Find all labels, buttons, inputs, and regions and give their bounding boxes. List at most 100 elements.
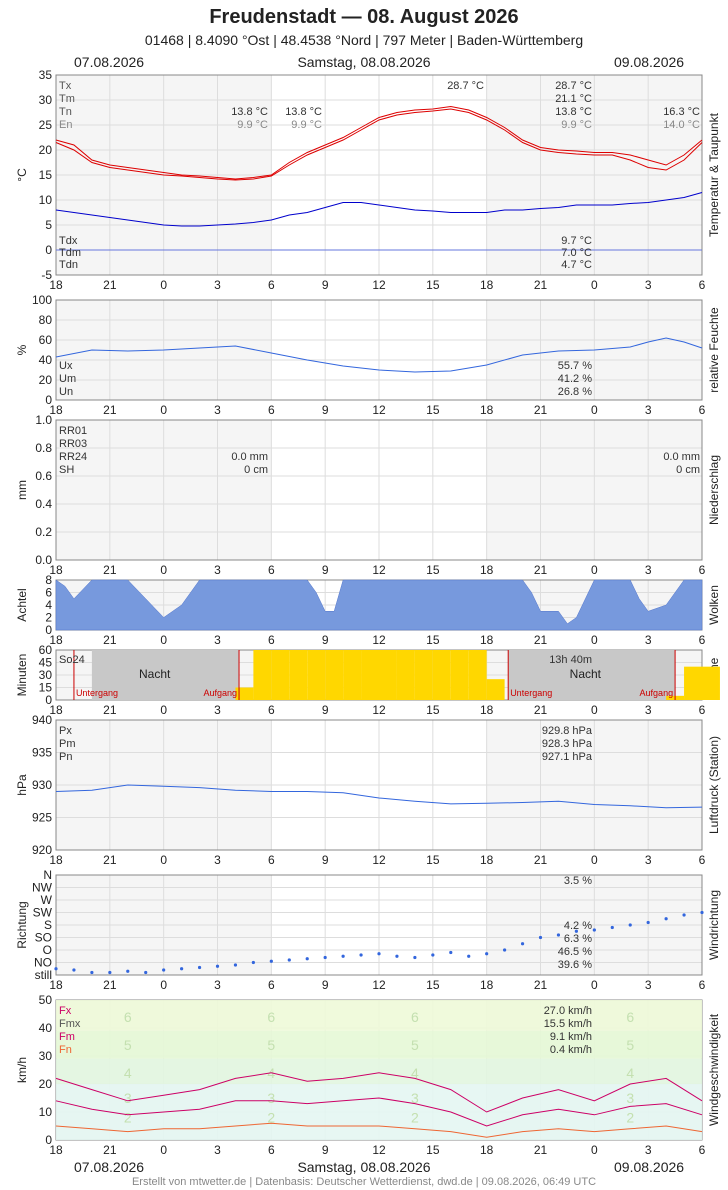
y-axis-label: Minuten (15, 654, 29, 697)
x-tick-label: 18 (49, 403, 63, 417)
direction-point (556, 933, 561, 937)
y-axis-label: Richtung (15, 901, 29, 948)
sun-bar (414, 650, 433, 700)
y-tick-label: N (43, 868, 52, 882)
x-tick-label: 3 (645, 563, 652, 577)
x-tick-label: 0 (591, 278, 598, 292)
annotation-text: 28.7 °C (555, 80, 592, 92)
y-axis-label: °C (15, 168, 29, 182)
x-tick-label: 18 (49, 1143, 63, 1157)
x-tick-label: 12 (372, 403, 386, 417)
x-tick-label: 18 (49, 563, 63, 577)
x-tick-label: 3 (645, 403, 652, 417)
series-line-fx (55, 1072, 703, 1113)
annotation-text: 26.8 % (558, 386, 592, 398)
x-tick-label: 0 (591, 563, 598, 577)
y-tick-label: 0 (45, 393, 52, 407)
x-tick-label: 6 (268, 403, 275, 417)
x-tick-label: 15 (426, 853, 440, 867)
beaufort-label: 5 (411, 1037, 419, 1053)
night-band (91, 650, 240, 700)
legend-entry: Fx (59, 1005, 72, 1017)
direction-point (503, 948, 507, 952)
beaufort-label: 6 (626, 1009, 634, 1025)
x-tick-label: 6 (268, 1143, 275, 1157)
date-left: 07.08.2026 (74, 54, 145, 70)
sun-bar (289, 650, 308, 700)
x-tick-label: 12 (372, 1143, 386, 1157)
date-right: 09.08.2026 (614, 54, 685, 70)
y-tick-label: 20 (39, 1077, 53, 1091)
legend-entry: RR24 (59, 451, 87, 463)
x-tick-label: 12 (372, 278, 386, 292)
y-tick-label: 1.0 (35, 413, 52, 427)
direction-point (413, 955, 417, 960)
direction-point (90, 970, 94, 975)
x-tick-label: 3 (214, 403, 221, 417)
sunrise-label: Aufgang (204, 688, 238, 698)
beaufort-label: 6 (411, 1009, 419, 1025)
annotation-text: 55.7 % (558, 360, 592, 372)
y-tick-label: SO (35, 931, 52, 945)
x-tick-label: 6 (699, 853, 706, 867)
direction-point (520, 942, 525, 946)
sunrise-label: Aufgang (640, 688, 674, 698)
x-tick-label: 0 (591, 633, 598, 647)
x-tick-label: 6 (699, 633, 706, 647)
annotation-text: 14.0 °C (663, 119, 700, 131)
x-tick-label: 3 (645, 703, 652, 717)
x-tick-label: 6 (699, 563, 706, 577)
annotation-text: 7.0 °C (561, 247, 592, 259)
side-label: Windrichtung (707, 890, 721, 960)
y-tick-label: 10 (39, 193, 53, 207)
y-tick-label: 4 (45, 598, 52, 612)
x-tick-label: 0 (160, 633, 167, 647)
legend-entry: Px (59, 725, 72, 737)
y-tick-label: 15 (39, 681, 53, 695)
x-tick-label: 6 (699, 1143, 706, 1157)
direction-point (180, 967, 184, 971)
y-tick-label: NO (34, 956, 52, 970)
annotation-text: 13.8 °C (285, 106, 322, 118)
side-label: Windgeschwindigkeit (707, 1013, 721, 1126)
direction-point (72, 968, 76, 972)
x-tick-label: 9 (322, 278, 329, 292)
x-tick-label: 6 (268, 978, 275, 992)
x-tick-label: 0 (160, 563, 167, 577)
annotation-text: 41.2 % (558, 373, 592, 385)
annotation-text: 928.3 hPa (542, 738, 593, 750)
sun-bar (235, 687, 254, 700)
direction-point (610, 925, 614, 930)
direction-point (215, 964, 220, 968)
direction-point (54, 967, 58, 971)
direction-point (592, 928, 596, 932)
x-tick-label: 3 (214, 853, 221, 867)
x-tick-label: 0 (591, 1143, 598, 1157)
direction-point (341, 954, 345, 958)
direction-point (126, 969, 130, 973)
x-tick-label: 3 (214, 278, 221, 292)
sun-bar (343, 650, 362, 700)
annotation-text: 21.1 °C (555, 93, 592, 105)
y-tick-label: 60 (39, 333, 53, 347)
y-tick-label: still (35, 968, 52, 982)
x-tick-label: 6 (699, 403, 706, 417)
y-tick-label: 0 (45, 623, 52, 637)
x-tick-label: 21 (534, 278, 548, 292)
legend-entry: RR01 (59, 425, 87, 437)
x-tick-label: 12 (372, 703, 386, 717)
beaufort-label: 4 (411, 1065, 419, 1081)
beaufort-label: 2 (626, 1110, 634, 1126)
date-left-bottom: 07.08.2026 (74, 1159, 145, 1175)
x-tick-label: 0 (591, 703, 598, 717)
y-tick-label: 940 (32, 713, 52, 727)
side-label: Luftdruck (Station) (707, 736, 721, 834)
panel-border (55, 874, 703, 976)
x-tick-label: 18 (480, 978, 494, 992)
x-tick-label: 6 (268, 703, 275, 717)
x-tick-label: 3 (645, 633, 652, 647)
direction-point (664, 917, 668, 921)
x-tick-label: 6 (268, 563, 275, 577)
x-tick-label: 12 (372, 563, 386, 577)
annotation-text: 39.6 % (558, 959, 592, 971)
